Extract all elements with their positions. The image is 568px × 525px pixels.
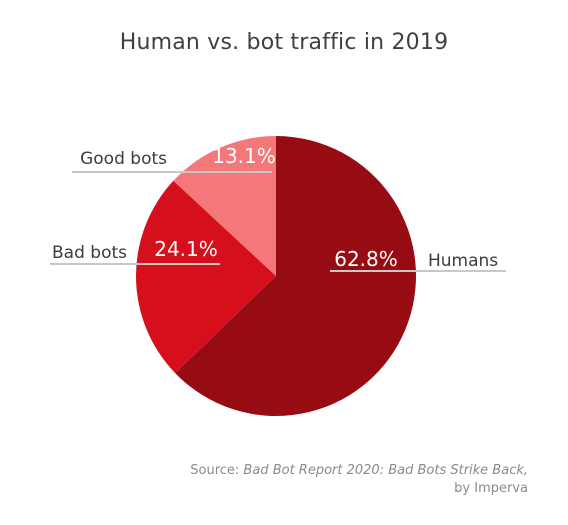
- pie-slice-humans: [175, 136, 416, 417]
- value-label-good-bots: 13.1%: [212, 144, 276, 168]
- source-report: Bad Bot Report 2020: Bad Bots Strike Bac…: [243, 463, 528, 478]
- value-label-humans: 62.8%: [334, 247, 398, 271]
- source-by: by Imperva: [454, 481, 528, 496]
- category-label-good-bots: Good bots: [80, 149, 167, 169]
- value-label-bad-bots: 24.1%: [154, 237, 218, 261]
- category-label-bad-bots: Bad bots: [52, 243, 127, 263]
- pie-slice-bad-bots: [136, 180, 276, 374]
- source-prefix: Source:: [190, 463, 244, 478]
- category-label-humans: Humans: [428, 251, 498, 271]
- source-note: Source: Bad Bot Report 2020: Bad Bots St…: [190, 462, 528, 498]
- chart-title: Human vs. bot traffic in 2019: [119, 30, 449, 55]
